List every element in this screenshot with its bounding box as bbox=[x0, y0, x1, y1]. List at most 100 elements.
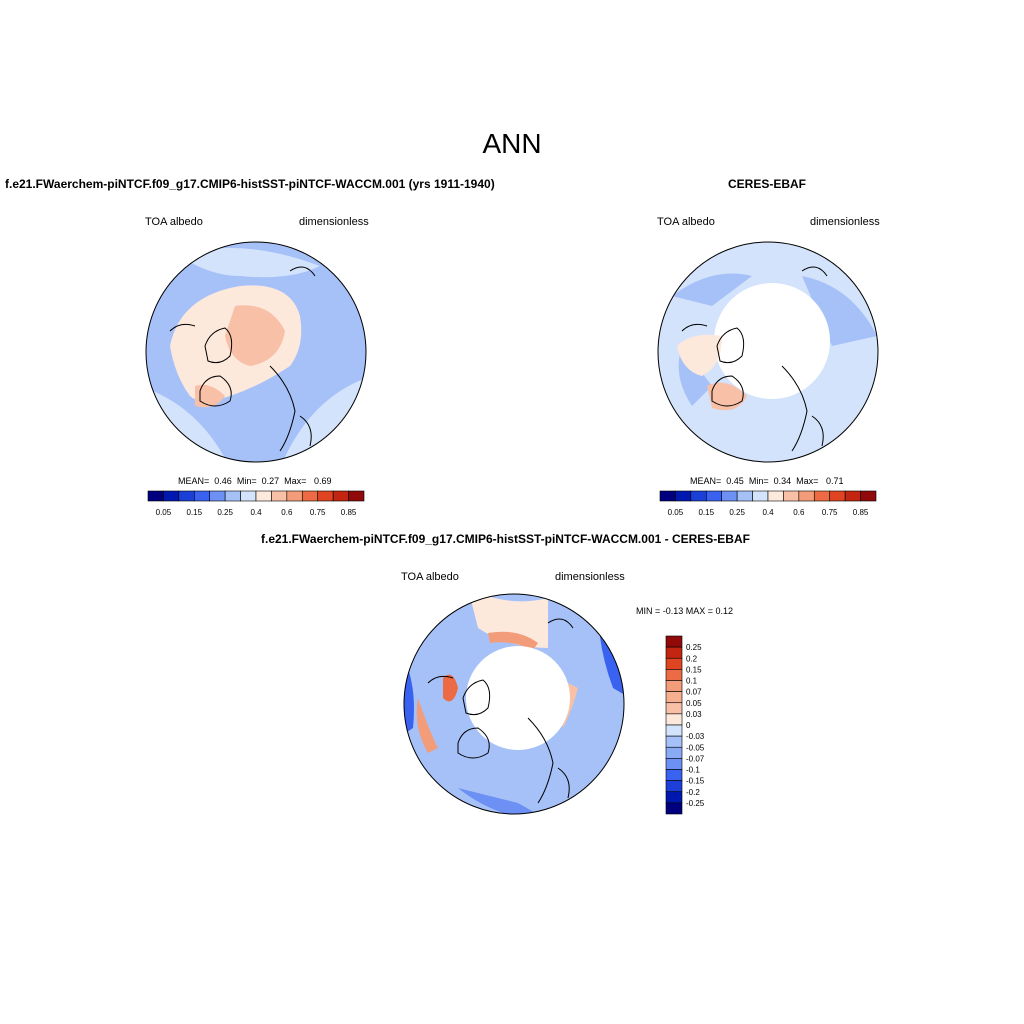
colorbar-tick-label: 0.07 bbox=[686, 688, 702, 697]
colorbar-tick-label: 0.6 bbox=[281, 508, 293, 517]
colorbar-tick-label: 0.05 bbox=[686, 699, 702, 708]
colorbar-swatch bbox=[659, 490, 676, 502]
panel2-variable-label: TOA albedo bbox=[657, 216, 715, 228]
colorbar-swatch bbox=[813, 490, 831, 502]
colorbar-tick-label: -0.2 bbox=[686, 788, 700, 797]
colorbar-swatch bbox=[798, 490, 815, 502]
colorbar-tick-label: 0.4 bbox=[250, 508, 262, 517]
panel1-polar-map bbox=[145, 241, 367, 463]
colorbar-swatch bbox=[286, 490, 303, 502]
panel3-variable-label: TOA albedo bbox=[401, 571, 459, 583]
colorbar-swatch bbox=[860, 490, 877, 502]
colorbar-swatch bbox=[332, 490, 349, 502]
panel3-map-border bbox=[403, 593, 625, 815]
colorbar-swatch bbox=[783, 490, 800, 502]
colorbar-swatch bbox=[736, 490, 753, 502]
colorbar-tick-label: 0.25 bbox=[686, 643, 702, 652]
colorbar-swatch bbox=[271, 490, 288, 502]
panel2-coastlines bbox=[681, 266, 828, 452]
panel2-units-label: dimensionless bbox=[810, 216, 880, 228]
colorbar-swatch bbox=[665, 702, 683, 715]
panel3-stats: MIN = -0.13 MAX = 0.12 bbox=[636, 606, 734, 616]
colorbar-tick-label: -0.03 bbox=[686, 732, 705, 741]
panel1-variable-label: TOA albedo bbox=[145, 216, 203, 228]
colorbar-swatch bbox=[193, 490, 211, 502]
panel1-units-label: dimensionless bbox=[299, 216, 369, 228]
colorbar-swatch bbox=[665, 758, 683, 770]
panel3-polar-map bbox=[403, 593, 625, 815]
colorbar-swatch bbox=[317, 490, 334, 502]
colorbar-swatch bbox=[147, 490, 164, 502]
colorbar-tick-label: 0.75 bbox=[822, 508, 838, 517]
colorbar-swatch bbox=[752, 490, 769, 502]
colorbar-tick-label: 0.6 bbox=[793, 508, 805, 517]
colorbar-swatch bbox=[665, 680, 683, 692]
colorbar-swatch bbox=[721, 490, 738, 502]
panel3-coastlines bbox=[427, 618, 574, 804]
colorbar-swatch bbox=[665, 791, 683, 804]
colorbar-tick-label: 0.03 bbox=[686, 710, 702, 719]
colorbar-tick-label: -0.1 bbox=[686, 766, 700, 775]
colorbar-swatch bbox=[665, 669, 683, 681]
colorbar-swatch bbox=[665, 735, 683, 748]
colorbar-swatch bbox=[665, 802, 683, 815]
colorbar-tick-label: 0.15 bbox=[186, 508, 202, 517]
panel2-map-border bbox=[657, 241, 879, 463]
panel1-colorbar: 0.050.150.250.40.60.750.850.95 bbox=[147, 490, 365, 517]
colorbar-swatch bbox=[209, 490, 226, 502]
colorbar-swatch bbox=[301, 490, 319, 502]
colorbar-tick-label: 0 bbox=[686, 721, 691, 730]
colorbar-tick-label: 0.25 bbox=[217, 508, 233, 517]
colorbar-swatch bbox=[705, 490, 723, 502]
colorbar-swatch bbox=[665, 691, 683, 704]
colorbar-tick-label: 0.15 bbox=[698, 508, 714, 517]
colorbar-swatch bbox=[255, 490, 272, 502]
panel1-stats: MEAN= 0.46 Min= 0.27 Max= 0.69 bbox=[178, 476, 332, 486]
panel3-units-label: dimensionless bbox=[555, 571, 625, 583]
colorbar-swatch bbox=[690, 490, 707, 502]
colorbar-tick-label: 0.4 bbox=[762, 508, 774, 517]
colorbar-tick-label: 0.05 bbox=[156, 508, 172, 517]
colorbar-tick-label: 0.75 bbox=[310, 508, 326, 517]
colorbar-swatch bbox=[665, 780, 683, 793]
colorbar-swatch bbox=[348, 490, 365, 502]
colorbar-swatch bbox=[665, 724, 683, 737]
panel2-missing-data-region bbox=[714, 283, 830, 399]
colorbar-tick-label: 0.25 bbox=[729, 508, 745, 517]
colorbar-swatch bbox=[844, 490, 861, 502]
colorbar-swatch bbox=[178, 490, 195, 502]
colorbar-swatch bbox=[665, 635, 683, 648]
colorbar-swatch bbox=[665, 646, 683, 659]
panel3-title: f.e21.FWaerchem-piNTCF.f09_g17.CMIP6-his… bbox=[261, 532, 750, 546]
colorbar-swatch bbox=[665, 657, 683, 670]
colorbar-swatch bbox=[240, 490, 257, 502]
colorbar-tick-label: 0.2 bbox=[686, 654, 698, 663]
panel1-coastlines bbox=[169, 266, 316, 452]
colorbar-tick-label: -0.15 bbox=[686, 777, 705, 786]
panel2-stats: MEAN= 0.45 Min= 0.34 Max= 0.71 bbox=[690, 476, 844, 486]
colorbar-tick-label: 0.85 bbox=[853, 508, 869, 517]
colorbar-tick-label: 0.15 bbox=[686, 665, 702, 674]
panel1-map-border bbox=[145, 241, 367, 463]
colorbar-tick-label: 0.1 bbox=[686, 677, 698, 686]
colorbar-swatch bbox=[224, 490, 241, 502]
panel3-missing-data-region bbox=[466, 646, 570, 750]
panel3-colorbar: 0.25 0.2 0.15 0.1 0.07 0.05 0.03 0 -0.03 -0.05 -0.… bbox=[665, 635, 705, 815]
panel2-polar-map bbox=[657, 241, 879, 463]
colorbar-tick-label: 0.05 bbox=[668, 508, 684, 517]
colorbar-swatch bbox=[675, 490, 692, 502]
panel1-title: f.e21.FWaerchem-piNTCF.f09_g17.CMIP6-his… bbox=[5, 177, 495, 191]
colorbar-swatch bbox=[665, 746, 683, 759]
main-title: ANN bbox=[482, 128, 542, 159]
colorbar-tick-label: -0.07 bbox=[686, 754, 705, 763]
panel2-colorbar: 0.050.150.250.40.60.750.850.95 bbox=[659, 490, 877, 517]
colorbar-tick-label: -0.25 bbox=[686, 799, 705, 808]
colorbar-swatch bbox=[829, 490, 846, 502]
colorbar-swatch bbox=[665, 769, 683, 781]
colorbar-swatch bbox=[767, 490, 784, 502]
colorbar-swatch bbox=[163, 490, 180, 502]
colorbar-tick-label: -0.05 bbox=[686, 743, 705, 752]
colorbar-swatch bbox=[665, 713, 683, 726]
colorbar-tick-label: 0.85 bbox=[341, 508, 357, 517]
panel2-title: CERES-EBAF bbox=[728, 177, 807, 191]
